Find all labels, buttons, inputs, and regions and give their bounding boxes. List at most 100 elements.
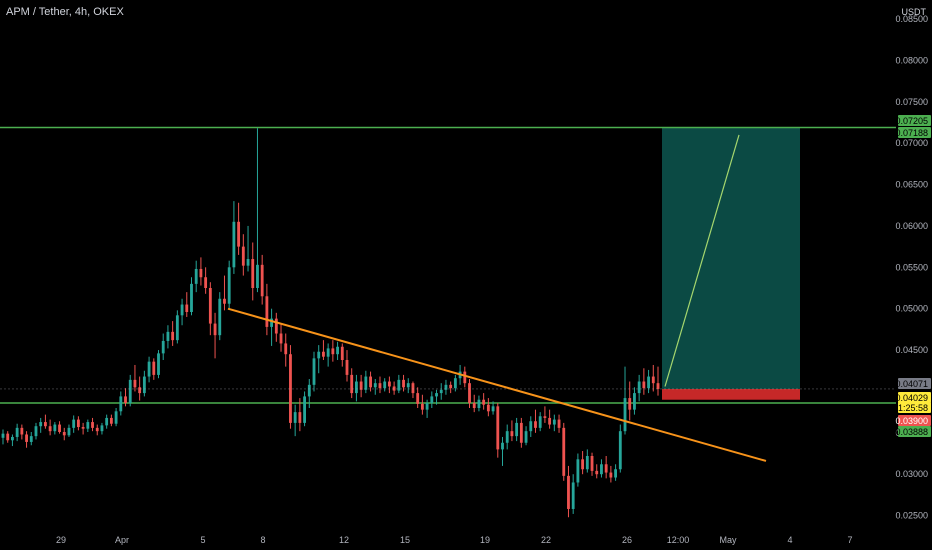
- candle-body: [430, 396, 434, 404]
- candle-body: [402, 379, 405, 388]
- candle-body: [585, 456, 589, 470]
- candle-body: [656, 383, 660, 389]
- price-tag-bg: [898, 392, 931, 403]
- candle-body: [138, 387, 142, 394]
- trendline: [227, 307, 767, 462]
- support-resistance-levels: [0, 126, 896, 404]
- candle-body: [505, 431, 509, 443]
- candle-body: [298, 412, 302, 423]
- candle-body: [124, 396, 127, 404]
- candle-body: [453, 378, 457, 389]
- x-tick-label: 4: [787, 535, 792, 545]
- candle-body: [435, 393, 438, 397]
- candle-body: [114, 411, 118, 424]
- candles: [1, 128, 660, 518]
- candle-body: [463, 371, 467, 384]
- candle-body: [486, 404, 490, 412]
- candle-body: [11, 436, 14, 441]
- candle-body: [510, 431, 514, 437]
- candle-body: [383, 381, 387, 389]
- y-tick-label: 0.08500: [895, 14, 928, 24]
- candle-body: [246, 259, 250, 266]
- candle-body: [171, 331, 175, 341]
- candle-body: [86, 422, 90, 429]
- candle-body: [416, 393, 420, 404]
- candle-body: [411, 383, 415, 394]
- candle-body: [208, 288, 212, 324]
- price-tag-bg: [898, 426, 931, 437]
- x-tick-label: 8: [260, 535, 265, 545]
- drawings: [0, 134, 896, 462]
- candle-body: [345, 360, 349, 375]
- candle-body: [20, 427, 24, 435]
- candle-body: [600, 464, 603, 475]
- candle-body: [34, 426, 38, 437]
- candle-body: [364, 376, 368, 390]
- candle-body: [147, 361, 151, 377]
- candle-body: [15, 427, 19, 437]
- candle-body: [166, 331, 170, 341]
- price-tag-label: 0.04029: [895, 393, 928, 403]
- candle-body: [251, 259, 255, 288]
- candle-body: [576, 459, 580, 483]
- candle-body: [317, 351, 321, 359]
- y-tick-label: 0.07500: [895, 97, 928, 107]
- candle-body: [109, 417, 113, 424]
- candle-body: [105, 417, 109, 426]
- y-tick-label: 0.06000: [895, 221, 928, 231]
- candle-body: [58, 424, 61, 432]
- candle-body: [647, 376, 650, 389]
- candle-body: [322, 351, 325, 357]
- candle-body: [350, 374, 354, 394]
- candle-body: [378, 383, 382, 389]
- candle-body: [62, 432, 66, 436]
- candle-body: [336, 346, 339, 355]
- candle-body: [425, 403, 429, 410]
- candle-body: [501, 442, 504, 450]
- candle-body: [557, 419, 561, 428]
- candle-body: [76, 419, 80, 428]
- candle-body: [590, 456, 594, 471]
- price-tag-label: 0.07205: [895, 116, 928, 126]
- candle-body: [289, 354, 292, 423]
- price-tag: 0.07188: [895, 127, 931, 138]
- y-tick-label: 0.04500: [895, 345, 928, 355]
- candle-body: [119, 396, 123, 412]
- candle-body: [91, 422, 94, 428]
- candle-body: [392, 386, 396, 391]
- candle-body: [449, 384, 453, 389]
- candle-body: [633, 393, 636, 410]
- candle-body: [48, 426, 52, 432]
- candle-body: [43, 422, 47, 427]
- y-tick-label: 0.07000: [895, 138, 928, 148]
- price-tag-label: 0.03900: [895, 416, 928, 426]
- candle-body: [567, 475, 570, 509]
- candle-body: [199, 268, 203, 278]
- candle-body: [152, 361, 156, 375]
- candle-body: [609, 472, 613, 478]
- candle-body: [241, 246, 245, 266]
- x-tick-label: 12: [339, 535, 349, 545]
- y-tick-label: 0.02500: [895, 511, 928, 521]
- price-tag-label: 0.03888: [895, 427, 928, 437]
- price-axis[interactable]: 0.08500 0.08000 0.07500 0.07000 0.06500 0.060…: [895, 14, 928, 521]
- candle-body: [482, 399, 486, 405]
- price-tag: 0.03888: [895, 426, 931, 437]
- candle-body: [161, 340, 165, 354]
- candle-body: [6, 433, 10, 441]
- price-tag-label: 0.07188: [895, 128, 928, 138]
- candle-body: [175, 315, 179, 341]
- candle-body: [491, 406, 495, 412]
- candle-body: [237, 221, 241, 247]
- candle-body: [515, 422, 519, 437]
- candle-body: [439, 389, 443, 394]
- x-tick-label: 22: [541, 535, 551, 545]
- candle-body: [420, 403, 424, 410]
- candle-body: [477, 399, 481, 408]
- x-tick-label: 19: [480, 535, 490, 545]
- candle-body: [157, 353, 160, 375]
- time-axis[interactable]: 29 Apr 5 8 12 15 19 22 26 12:00 May 4 7: [56, 535, 853, 545]
- candle-body: [190, 283, 193, 312]
- candle-body: [180, 304, 184, 316]
